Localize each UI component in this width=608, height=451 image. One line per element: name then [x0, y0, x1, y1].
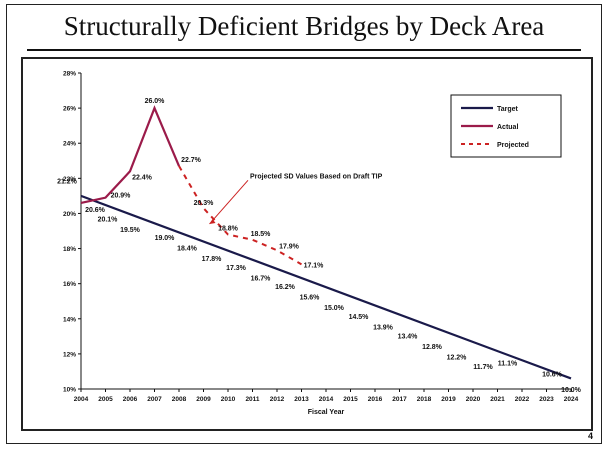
- x-tick-label: 2008: [172, 396, 187, 403]
- legend-label-projected: Projected: [497, 142, 529, 149]
- x-tick-label: 2015: [343, 396, 358, 403]
- data-label: 20.6%: [85, 207, 106, 214]
- x-axis-title: Fiscal Year: [308, 409, 345, 416]
- x-tick-label: 2011: [245, 396, 259, 403]
- series-line-projected: [178, 165, 302, 266]
- x-tick-label: 2023: [539, 396, 554, 403]
- data-label: 12.2%: [447, 354, 468, 361]
- x-tick-label: 2019: [441, 396, 456, 403]
- data-label: 13.9%: [373, 325, 394, 332]
- y-tick-label: 16%: [63, 281, 76, 288]
- data-label: 20.1%: [98, 217, 119, 224]
- data-label: 17.9%: [279, 243, 300, 250]
- legend: Target Actual Projected: [450, 94, 562, 158]
- data-label: 20.3%: [194, 200, 215, 207]
- y-tick-label: 14%: [63, 316, 76, 323]
- data-label: 19.0%: [155, 235, 176, 242]
- data-label: 15.0%: [324, 305, 345, 312]
- data-label: 17.1%: [304, 262, 325, 269]
- x-tick-label: 2004: [74, 396, 89, 403]
- data-label: 16.7%: [251, 275, 272, 282]
- data-label: 17.8%: [202, 256, 223, 263]
- x-tick-label: 2013: [294, 396, 309, 403]
- slide: Structurally Deficient Bridges by Deck A…: [6, 4, 602, 444]
- y-tick-label: 28%: [63, 71, 76, 78]
- data-label: 18.4%: [177, 246, 198, 253]
- x-tick-label: 2024: [564, 396, 579, 403]
- data-label: 15.6%: [300, 295, 321, 302]
- x-tick-label: 2012: [270, 396, 285, 403]
- data-label: 21.2%: [57, 178, 78, 185]
- page-title: Structurally Deficient Bridges by Deck A…: [63, 11, 545, 41]
- title-divider: [27, 49, 581, 51]
- data-label: 19.5%: [120, 227, 141, 234]
- chart-frame: 10% 12% 14% 16% 18% 20% 22% 24% 26% 28% 2004 2005 20…: [21, 57, 593, 431]
- x-tick-label: 2020: [466, 396, 481, 403]
- legend-label-target: Target: [497, 106, 519, 113]
- annotation-text: Projected SD Values Based on Draft TIP: [250, 173, 383, 180]
- x-tick-label: 2017: [392, 396, 407, 403]
- data-label: 14.5%: [349, 314, 370, 321]
- annotation-arrowhead: [209, 218, 216, 224]
- x-tick-label: 2009: [196, 396, 211, 403]
- data-label: 10.6%: [542, 371, 563, 378]
- data-label: 12.8%: [422, 344, 443, 351]
- data-label: 13.4%: [398, 333, 419, 340]
- series-line-actual: [80, 105, 181, 204]
- data-label: 22.4%: [132, 174, 153, 181]
- data-label: 17.3%: [226, 265, 247, 272]
- x-tick-label: 2005: [98, 396, 113, 403]
- annotation-arrow: [209, 180, 249, 225]
- data-label: 26.0%: [145, 98, 166, 105]
- data-label: 20.9%: [111, 193, 132, 200]
- x-tick-label: 2016: [368, 396, 383, 403]
- y-tick-label: 18%: [63, 246, 76, 253]
- y-tick-label: 26%: [63, 106, 76, 113]
- data-label: 22.7%: [181, 157, 202, 164]
- y-tick-label: 22%: [63, 176, 76, 183]
- x-tick-label: 2021: [490, 396, 505, 403]
- line-chart: 10% 12% 14% 16% 18% 20% 22% 24% 26% 28% 2004 2005 20…: [57, 71, 582, 417]
- data-label: 18.8%: [218, 226, 239, 233]
- data-label: 10.0%: [561, 387, 582, 394]
- x-tick-label: 2006: [123, 396, 138, 403]
- y-tick-label: 10%: [63, 387, 76, 394]
- y-tick-label: 12%: [63, 351, 76, 358]
- x-tick-label: 2007: [147, 396, 162, 403]
- x-tick-label: 2014: [319, 396, 334, 403]
- page-number: 4: [587, 431, 593, 441]
- data-label: 18.5%: [251, 231, 272, 238]
- y-tick-label: 20%: [63, 211, 76, 218]
- data-label: 11.7%: [473, 364, 493, 371]
- data-label: 16.2%: [275, 284, 296, 291]
- x-tick-label: 2022: [515, 396, 530, 403]
- series-line-target: [80, 194, 572, 380]
- y-tick-label: 24%: [63, 141, 76, 148]
- x-tick-label: 2010: [221, 396, 236, 403]
- legend-label-actual: Actual: [497, 124, 518, 131]
- x-tick-label: 2018: [417, 396, 432, 403]
- data-label: 11.1%: [498, 361, 518, 368]
